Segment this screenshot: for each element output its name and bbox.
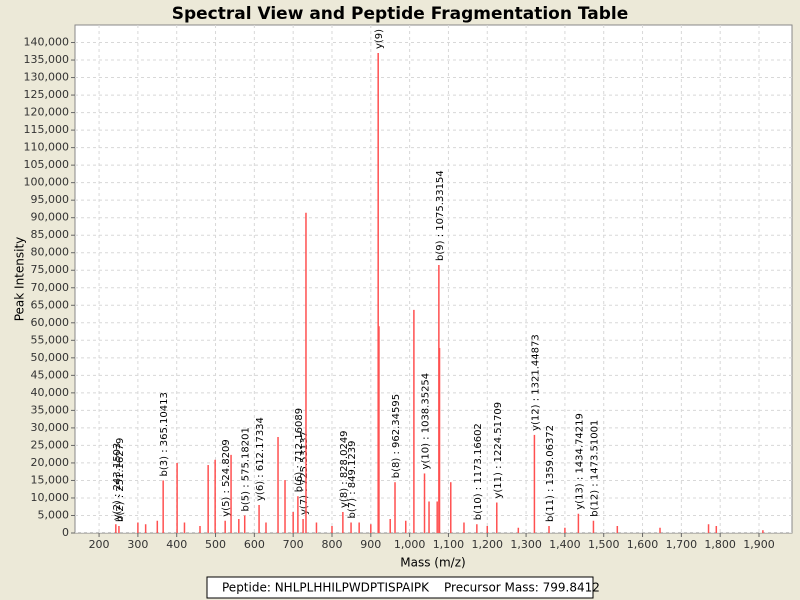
y-tick-label: 75,000 (31, 263, 70, 276)
y-tick-label: 140,000 (24, 36, 70, 49)
x-tick-label: 1,700 (666, 538, 698, 551)
x-tick-label: 1,200 (472, 538, 504, 551)
y-tick-label: 30,000 (31, 421, 70, 434)
y-tick-label: 60,000 (31, 316, 70, 329)
x-tick-label: 1,400 (549, 538, 581, 551)
y-tick-label: 40,000 (31, 386, 70, 399)
peak-label: b(8) : 962.34595 (391, 394, 402, 478)
x-tick-label: 600 (244, 538, 265, 551)
plot-area (74, 24, 793, 534)
peak-label: y(9) : (374, 22, 385, 49)
x-tick-label: 1,000 (394, 538, 426, 551)
peak-label: y(10) : 1038.35254 (421, 373, 432, 470)
x-tick-label: 800 (321, 538, 342, 551)
y-tick-label: 95,000 (31, 193, 70, 206)
peak-label: b(5) : 575.18201 (241, 427, 252, 511)
peak-label: y(7) : 725.53137 (299, 431, 310, 515)
peak-label: y(5) : 524.8209 (221, 439, 232, 517)
peak-label: b(10) : 1173.16602 (473, 423, 484, 520)
peak-label: y(12) : 1321.44873 (530, 334, 541, 431)
peak-label: b(2) : 251.16279 (115, 438, 126, 522)
y-tick-label: 90,000 (31, 211, 70, 224)
peak-label: y(2) : 243.1503 (112, 443, 123, 521)
x-tick-label: 700 (283, 538, 304, 551)
y-tick-label: 5,000 (38, 508, 70, 521)
y-tick-label: 135,000 (24, 53, 70, 66)
peak-label: y(8) : 828.0249 (339, 430, 350, 508)
peak-label: y(11) : 1224.51709 (493, 402, 504, 499)
x-axis-label: Mass (m/z) (400, 556, 465, 570)
y-tick-label: 20,000 (31, 456, 70, 469)
y-tick-label: 65,000 (31, 298, 70, 311)
y-tick-label: 70,000 (31, 281, 70, 294)
x-tick-label: 1,600 (627, 538, 659, 551)
y-tick-label: 110,000 (24, 141, 70, 154)
x-tick-label: 200 (89, 538, 110, 551)
x-tick-label: 300 (127, 538, 148, 551)
x-tick-label: 1,100 (433, 538, 465, 551)
y-tick-label: 55,000 (31, 333, 70, 346)
y-tick-label: 45,000 (31, 368, 70, 381)
peak-label: y(13) : 1434.74219 (574, 413, 585, 510)
peptide: Peptide: NHLPLHHILPWDPTISPAIPK (222, 581, 430, 595)
y-tick-label: 105,000 (24, 158, 70, 171)
y-tick-label: 50,000 (31, 351, 70, 364)
peak-label: b(9) : 1075.33154 (435, 170, 446, 261)
y-tick-label: 0 (62, 526, 69, 539)
y-tick-label: 15,000 (31, 473, 70, 486)
chart-title: Spectral View and Peptide Fragmentation … (172, 4, 629, 24)
peptide-box (206, 576, 594, 599)
peak-label: b(6) : 712.16089 (294, 408, 305, 492)
peak-label: b(11) : 1359.06372 (545, 425, 556, 522)
peak-label: b(7) : 849.1239 (347, 441, 358, 519)
x-tick-label: 1,800 (704, 538, 736, 551)
x-tick-label: 1,900 (743, 538, 775, 551)
peak-label: y(6) : 612.17334 (255, 417, 266, 501)
y-tick-label: 85,000 (31, 228, 70, 241)
x-tick-label: 900 (360, 538, 381, 551)
x-tick-label: 1,300 (510, 538, 542, 551)
y-tick-label: 125,000 (24, 88, 70, 101)
peak-label: b(12) : 1473.51001 (589, 420, 600, 517)
precursor-mass: Precursor Mass: 799.8412 (444, 581, 600, 595)
peak-label: b(3) : 365.10413 (159, 392, 170, 476)
x-tick-label: 1,500 (588, 538, 620, 551)
x-tick-label: 500 (205, 538, 226, 551)
y-axis-label: Peak Intensity (13, 237, 27, 322)
y-tick-label: 120,000 (24, 106, 70, 119)
y-tick-label: 35,000 (31, 403, 70, 416)
y-tick-label: 115,000 (24, 123, 70, 136)
x-tick-label: 400 (166, 538, 187, 551)
y-tick-label: 25,000 (31, 438, 70, 451)
y-tick-label: 130,000 (24, 71, 70, 84)
y-tick-label: 100,000 (24, 176, 70, 189)
y-tick-label: 80,000 (31, 246, 70, 259)
y-tick-label: 10,000 (31, 491, 70, 504)
